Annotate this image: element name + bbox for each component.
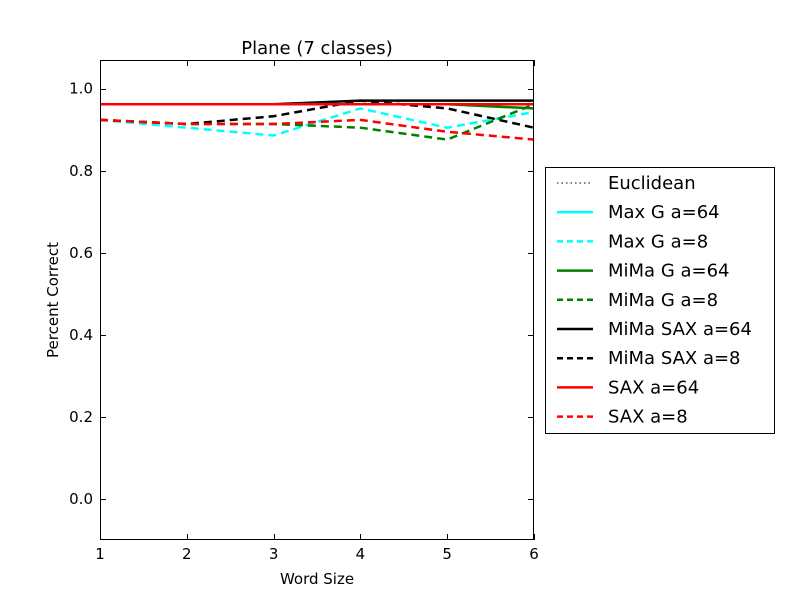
y-tick-label: 0.6 [69, 244, 93, 262]
legend-label-3: Max G a=8 [608, 231, 708, 252]
plot-lines [99, 99, 535, 141]
x-axis-label: Word Size [280, 570, 354, 588]
y-tick-label: 0.8 [69, 162, 93, 180]
chart-title: Plane (7 classes) [241, 38, 392, 59]
y-tick-label: 0.4 [69, 326, 93, 344]
legend-label-2: Max G a=64 [608, 202, 720, 223]
x-tick-label: 3 [269, 545, 279, 563]
x-tick-label: 6 [529, 545, 539, 563]
y-tick-label: 0.0 [69, 490, 93, 508]
y-axis-label: Percent Correct [44, 242, 62, 358]
legend-label-7: MiMa SAX a=8 [608, 348, 741, 369]
legend-label-8: SAX a=64 [608, 377, 699, 398]
legend: Euclidean Max G a=64 Max G a=8 MiMa G a=64 M… [545, 167, 775, 434]
legend-label-1: Euclidean [608, 173, 696, 194]
legend-label-5: MiMa G a=8 [608, 290, 718, 311]
x-tick-label: 4 [356, 545, 366, 563]
y-tick-label: 0.2 [69, 408, 93, 426]
series-line-3 [99, 107, 535, 137]
legend-label-6: MiMa SAX a=64 [608, 319, 752, 340]
x-tick-label: 1 [95, 545, 105, 563]
y-tick-label: 1.0 [69, 80, 93, 98]
plot-frame [100, 60, 534, 540]
x-tick-label: 2 [182, 545, 192, 563]
x-tick-label: 5 [442, 545, 452, 563]
legend-label-9: SAX a=8 [608, 407, 688, 428]
axis-ticks: 1 2 3 4 5 6 0.0 0.2 0.4 0.6 0.8 1.0 [69, 60, 539, 563]
series-line-9 [99, 118, 535, 141]
legend-label-4: MiMa G a=64 [608, 261, 730, 282]
